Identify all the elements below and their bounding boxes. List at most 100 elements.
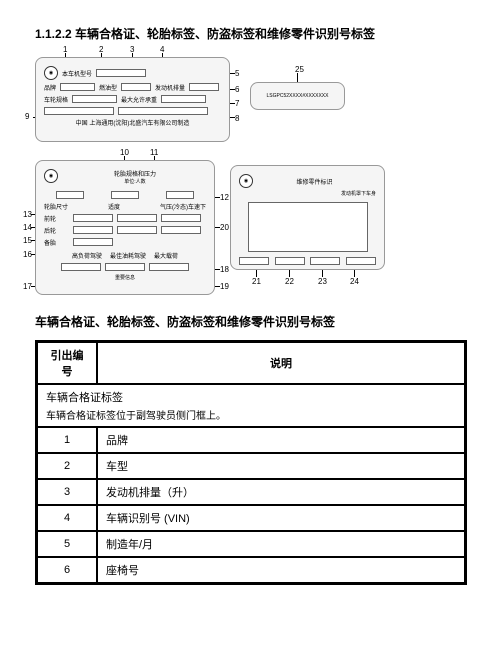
heading-text: 车辆合格证、轮胎标签、防盗标签和维修零件识别号标签 bbox=[75, 27, 375, 41]
field-box bbox=[161, 226, 201, 234]
card2-sub: 单位:人数 bbox=[64, 178, 206, 185]
field-label: 车轮规格 bbox=[44, 95, 68, 104]
field-label: 燃油型 bbox=[99, 83, 117, 92]
field-box bbox=[161, 214, 201, 222]
field-label: 最大载荷 bbox=[154, 251, 178, 260]
field-box bbox=[189, 83, 219, 91]
table-row: 2 车型 bbox=[37, 453, 465, 479]
section-number: 1.1.2.2 bbox=[35, 27, 72, 41]
card2-footer: 重要信息 bbox=[44, 274, 206, 281]
col-header-desc: 说明 bbox=[97, 342, 465, 384]
row-num: 3 bbox=[37, 479, 97, 505]
card3-title: 维修零件标识 bbox=[296, 177, 332, 186]
card3-wrap: 21 22 23 24 ◉ 维修零件标识 发动机罩下车身 bbox=[230, 165, 385, 270]
brand-logo-icon: ◉ bbox=[44, 169, 58, 183]
row-desc: 品牌 bbox=[97, 427, 465, 453]
field-box bbox=[73, 226, 113, 234]
field-box bbox=[118, 107, 208, 115]
callout-8: 8 bbox=[235, 114, 239, 123]
field-label: 最大允许承重 bbox=[121, 95, 157, 104]
row-num: 6 bbox=[37, 557, 97, 583]
callout-18: 18 bbox=[220, 265, 229, 274]
field-box bbox=[105, 263, 145, 271]
vehicle-cert-label-card: ◉ 本车机型号 品牌 燃油型 发动机排量 车轮规格 最大允许承重 bbox=[35, 57, 230, 142]
callout-23: 23 bbox=[318, 277, 327, 286]
callout-9: 9 bbox=[25, 112, 29, 121]
row-num: 4 bbox=[37, 505, 97, 531]
field-box bbox=[61, 263, 101, 271]
section-sub: 车辆合格证标签位于副驾驶员侧门框上。 bbox=[46, 407, 456, 422]
field-box bbox=[60, 83, 95, 91]
callout-24: 24 bbox=[350, 277, 359, 286]
table-row: 4 车辆识别号 (VIN) bbox=[37, 505, 465, 531]
field-box bbox=[310, 257, 340, 265]
row-num: 1 bbox=[37, 427, 97, 453]
vin-card: LSGPC52XXXX#XXXXXXX bbox=[250, 82, 345, 110]
sub-heading: 车辆合格证、轮胎标签、防盗标签和维修零件识别号标签 bbox=[35, 313, 467, 330]
brand-logo-icon: ◉ bbox=[44, 66, 58, 80]
diagrams-bottom-row: 10 11 12 13 14 15 16 17 18 19 20 ◉ 轮胎规格和… bbox=[35, 160, 467, 295]
tire-label-card: ◉ 轮胎规格和压力 单位:人数 轮胎尺寸 适度 气压(冷态)车速下 前轮 bbox=[35, 160, 215, 295]
card-small-wrap: 25 LSGPC52XXXX#XXXXXXX bbox=[250, 57, 345, 110]
field-box bbox=[111, 191, 139, 199]
field-label: 备胎 bbox=[44, 238, 69, 247]
row-desc: 座椅号 bbox=[97, 557, 465, 583]
table-section-row: 车辆合格证标签 车辆合格证标签位于副驾驶员侧门框上。 bbox=[37, 384, 465, 427]
field-label: 适度 bbox=[108, 202, 120, 211]
field-box bbox=[149, 263, 189, 271]
brand-logo-icon: ◉ bbox=[239, 174, 253, 188]
field-box bbox=[96, 69, 146, 77]
field-box bbox=[346, 257, 376, 265]
callout-19: 19 bbox=[220, 282, 229, 291]
field-box bbox=[161, 95, 206, 103]
card2-title: 轮胎规格和压力 bbox=[64, 169, 206, 178]
row-desc: 制造年/月 bbox=[97, 531, 465, 557]
field-label: 发动机排量 bbox=[155, 83, 185, 92]
card1-wrap: 1 2 3 4 5 6 7 8 9 ◉ 本车机型号 品牌 燃油型 bbox=[35, 57, 230, 142]
table-row: 6 座椅号 bbox=[37, 557, 465, 583]
field-box bbox=[117, 214, 157, 222]
field-label: 前轮 bbox=[44, 214, 69, 223]
field-box bbox=[44, 107, 114, 115]
field-box bbox=[239, 257, 269, 265]
callout-5: 5 bbox=[235, 69, 239, 78]
field-label: 最佳油耗驾驶 bbox=[110, 251, 146, 260]
row-num: 5 bbox=[37, 531, 97, 557]
field-box bbox=[73, 238, 113, 246]
manufacturer-text: 中国 上海通用(沈阳)北盛汽车有限公司制造 bbox=[44, 118, 221, 127]
field-box bbox=[166, 191, 194, 199]
field-label: 气压(冷态)车速下 bbox=[160, 202, 206, 211]
card1-title: 本车机型号 bbox=[62, 69, 92, 78]
section-title: 车辆合格证标签 bbox=[46, 392, 123, 404]
row-desc: 车辆识别号 (VIN) bbox=[97, 505, 465, 531]
table-row: 1 品牌 bbox=[37, 427, 465, 453]
field-box bbox=[56, 191, 84, 199]
vin-text: LSGPC52XXXX#XXXXXXX bbox=[267, 93, 329, 99]
field-box bbox=[117, 226, 157, 234]
field-label: 轮胎尺寸 bbox=[44, 202, 68, 211]
card3-sub: 发动机罩下车身 bbox=[239, 190, 376, 197]
field-label: 后轮 bbox=[44, 226, 69, 235]
field-label: 品牌 bbox=[44, 83, 56, 92]
card2-wrap: 10 11 12 13 14 15 16 17 18 19 20 ◉ 轮胎规格和… bbox=[35, 160, 215, 295]
callout-table: 引出编号 说明 车辆合格证标签 车辆合格证标签位于副驾驶员侧门框上。 1 品牌 … bbox=[35, 340, 467, 585]
callout-7: 7 bbox=[235, 99, 239, 108]
col-header-num: 引出编号 bbox=[37, 342, 97, 384]
big-field-area bbox=[248, 202, 368, 252]
callout-12: 12 bbox=[220, 193, 229, 202]
field-box bbox=[72, 95, 117, 103]
row-desc: 车型 bbox=[97, 453, 465, 479]
table-row: 3 发动机排量（升） bbox=[37, 479, 465, 505]
row-num: 2 bbox=[37, 453, 97, 479]
diagrams-top-row: 1 2 3 4 5 6 7 8 9 ◉ 本车机型号 品牌 燃油型 bbox=[35, 57, 467, 142]
repair-parts-label-card: ◉ 维修零件标识 发动机罩下车身 bbox=[230, 165, 385, 270]
field-box bbox=[121, 83, 151, 91]
callout-21: 21 bbox=[252, 277, 261, 286]
callout-22: 22 bbox=[285, 277, 294, 286]
field-box bbox=[275, 257, 305, 265]
row-desc: 发动机排量（升） bbox=[97, 479, 465, 505]
field-label: 高负荷驾驶 bbox=[72, 251, 102, 260]
field-box bbox=[73, 214, 113, 222]
table-row: 5 制造年/月 bbox=[37, 531, 465, 557]
callout-20: 20 bbox=[220, 223, 229, 232]
